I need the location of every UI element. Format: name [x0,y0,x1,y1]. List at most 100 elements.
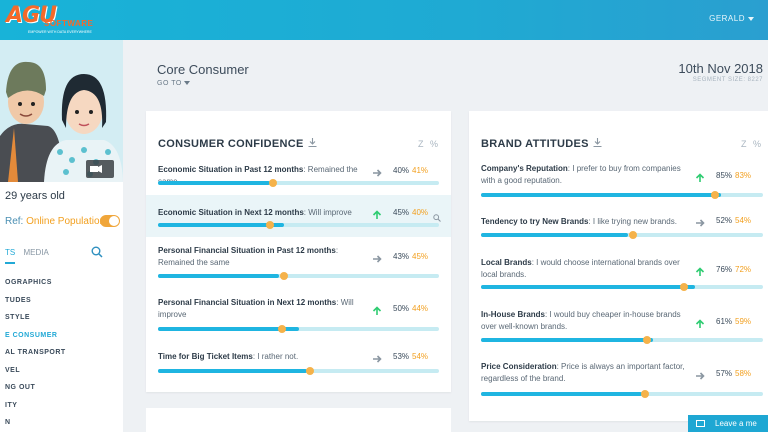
search-icon[interactable] [433,209,441,227]
segment-percent: 85% [716,171,733,180]
metric-topic: Personal Financial Situation in Next 12 … [158,298,337,307]
percent-toggle[interactable]: % [753,139,762,149]
reference-marker [280,272,289,280]
reference-percent: 45% [412,252,429,261]
sidebar-nav-item[interactable]: ITY [5,401,18,409]
metric-text: Tendency to try New Brands: I like tryin… [481,216,693,228]
tab-segments[interactable]: TS [5,248,16,257]
metric-row[interactable]: Economic Situation in Past 12 months: Re… [146,153,451,193]
reference-percent: 41% [412,166,429,175]
sidebar-nav-item[interactable]: N [5,419,11,426]
metric-value: 61% 59% [716,317,751,326]
metric-statement: : Remained the same [158,246,339,267]
metric-value: 43% 45% [393,252,428,261]
sidebar-nav-item[interactable]: VEL [5,366,21,374]
sidebar-nav-item[interactable]: STYLE [5,314,31,321]
metric-statement: : Will improve [158,298,354,319]
download-icon[interactable] [593,138,602,150]
reference-marker [640,390,649,398]
metric-text: In-House Brands: I would buy cheaper in-… [481,309,693,333]
metric-statement: : Will improve [303,208,352,217]
metric-statement: : I would buy cheaper in-house brands ov… [481,310,681,331]
metric-row[interactable]: Personal Financial Situation in Next 12 … [146,289,451,341]
bar-fill [158,369,307,373]
active-tab-underline [5,262,15,264]
metric-bar [481,231,763,239]
reference-toggle[interactable] [100,215,120,227]
segment-percent: 45% [393,208,410,217]
metric-bar [158,221,439,229]
ref-value: Online Population [26,216,106,227]
chat-widget[interactable]: Leave a me [688,415,768,432]
arrow-right-icon [372,165,382,177]
app-logo[interactable]: AGU SOFTWARE EMPOWER WITH DATA EVERYWHER… [6,3,98,37]
page-title: Core Consumer [157,62,249,77]
z-score-toggle[interactable]: Z [741,139,747,149]
arrow-up-icon [695,170,705,182]
card-title-text: BRAND ATTITUDES [481,138,589,150]
metric-text: Company's Reputation: I prefer to buy fr… [481,163,693,187]
logo-tagline: EMPOWER WITH DATA EVERYWHERE [28,30,92,34]
segment-percent: 57% [716,369,733,378]
reference-percent: 44% [412,304,429,313]
reference-marker [680,283,689,291]
reference-percent: 40% [412,208,429,217]
tab-media[interactable]: MEDIA [23,248,49,257]
bar-fill [158,223,285,227]
envelope-icon [696,420,705,427]
metric-statement: : Price is always an important factor, r… [481,362,685,383]
percent-toggle[interactable]: % [430,139,439,149]
sidebar-nav-item[interactable]: AL TRANSPORT [5,349,66,356]
reference-percent: 58% [735,369,752,378]
next-card [146,408,451,432]
arrow-right-icon [372,251,382,263]
metric-statement: : I prefer to buy from companies with a … [481,164,681,185]
metric-row[interactable]: Price Consideration: Price is always an … [469,351,768,401]
metric-value: 40% 41% [393,166,428,175]
segment-percent: 50% [393,304,410,313]
sidebar-nav-item[interactable]: OGRAPHICS [5,279,52,286]
metric-bar [481,191,763,199]
sidebar-nav-item[interactable]: TUDES [5,296,32,304]
reference-marker [711,191,720,199]
metric-row[interactable]: Time for Big Ticket Items: I rather not.… [146,341,451,381]
metric-bar [481,390,763,398]
bar-fill [158,181,271,185]
reference-selector[interactable]: Ref: Online Population [5,216,105,227]
z-score-toggle[interactable]: Z [418,139,424,149]
metric-statement: : I like trying new brands. [588,217,677,226]
sidebar-nav-item[interactable]: NG OUT [5,384,36,391]
segment-percent: 61% [716,317,733,326]
sidebar-nav: OGRAPHICS TUDES STYLE E CONSUMER AL TRANSPOR… [5,278,66,432]
metric-value: 53% 54% [393,352,428,361]
user-name: GERALD [709,14,745,23]
download-icon[interactable] [308,138,317,150]
sidebar-nav-item[interactable]: E CONSUMER [5,331,58,339]
reference-marker [269,179,278,187]
metric-row[interactable]: Local Brands: I would choose internation… [469,247,768,297]
persona-age: 29 years old [5,190,65,202]
metric-text: Price Consideration: Price is always an … [481,361,693,385]
metric-text: Local Brands: I would choose internation… [481,257,693,281]
search-icon[interactable] [91,245,103,263]
segment-percent: 43% [393,252,410,261]
bar-fill [158,274,279,278]
metric-topic: Economic Situation in Next 12 months [158,208,304,217]
metric-row[interactable]: In-House Brands: I would buy cheaper in-… [469,297,768,351]
metric-bar [481,283,763,291]
metric-value: 85% 83% [716,171,751,180]
arrow-up-icon [372,207,382,219]
metric-bar [158,272,439,280]
metric-row[interactable]: Economic Situation in Next 12 months: Wi… [146,195,451,237]
user-menu[interactable]: GERALD [709,14,754,23]
metric-row[interactable]: Personal Financial Situation in Past 12 … [146,237,451,289]
metric-row[interactable]: Tendency to try New Brands: I like tryin… [469,203,768,247]
segment-percent: 40% [393,166,410,175]
sidebar: 29 years old Ref: Online Population TS M… [0,40,123,432]
metric-text: Economic Situation in Next 12 months: Wi… [158,207,368,219]
metric-row[interactable]: Company's Reputation: I prefer to buy fr… [469,153,768,203]
goto-menu[interactable]: GO TO [157,80,190,87]
metric-topic: Local Brands [481,258,532,267]
card-title: BRAND ATTITUDES [481,138,602,150]
metric-bar [481,336,763,344]
